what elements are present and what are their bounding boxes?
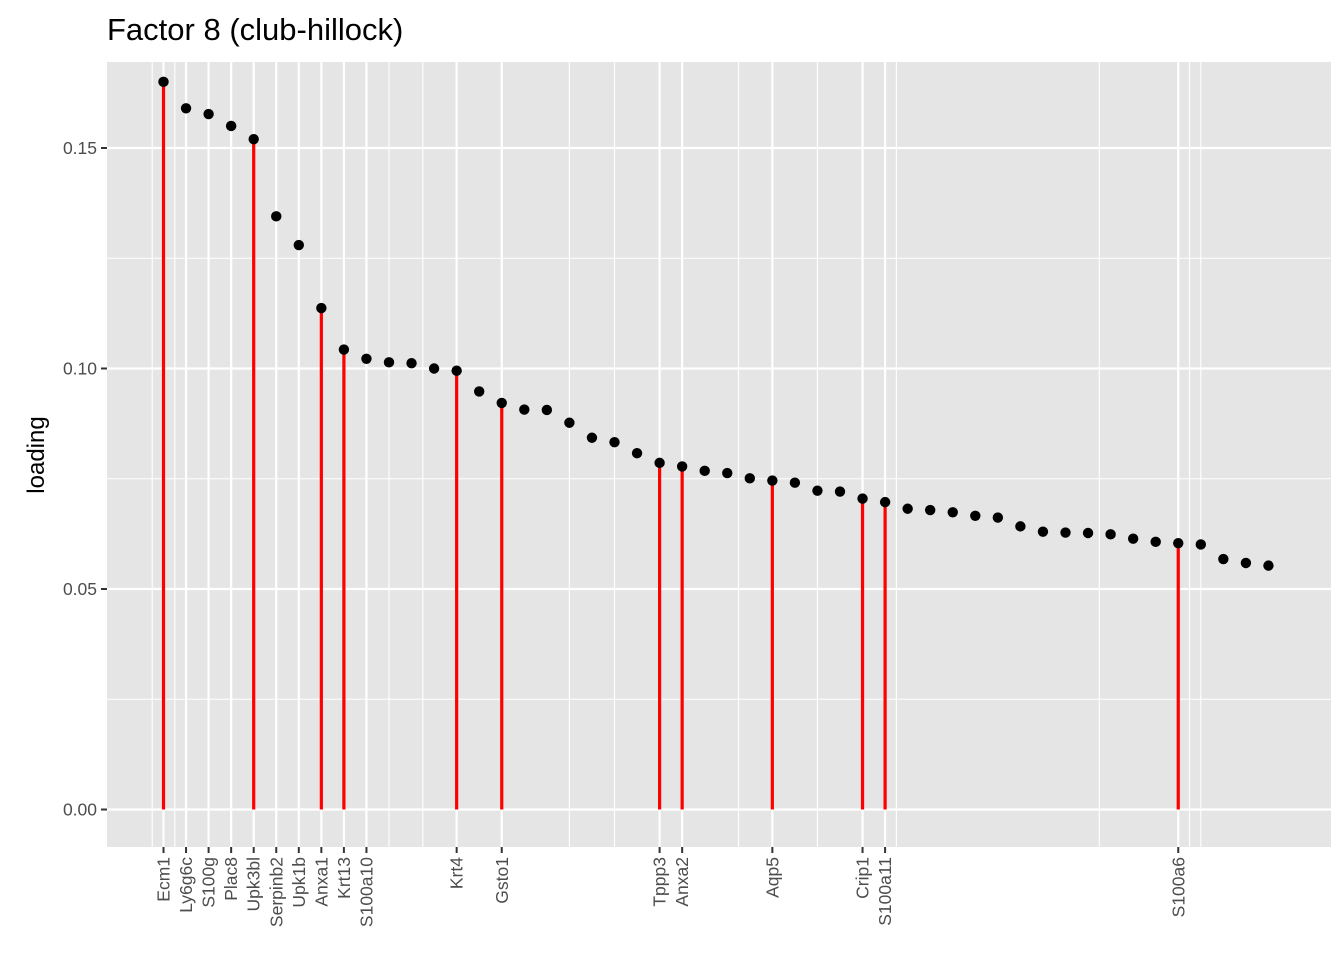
point-47 <box>1195 539 1207 550</box>
y-tick-label-3: 0.15 <box>63 138 97 158</box>
point-32 <box>857 493 868 504</box>
point-20 <box>586 432 598 443</box>
point-38 <box>992 512 1004 523</box>
point-3 <box>203 108 214 120</box>
plot-panel <box>107 62 1331 847</box>
point-36 <box>947 507 958 518</box>
point-2 <box>180 103 192 114</box>
point-15 <box>474 386 485 397</box>
point-5 <box>248 133 259 145</box>
x-tick-label-13: Anxa2 <box>672 857 692 907</box>
point-37 <box>970 510 981 522</box>
point-30 <box>812 485 823 496</box>
point-41 <box>1060 527 1071 538</box>
point-34 <box>902 503 913 514</box>
point-35 <box>925 504 936 516</box>
point-13 <box>428 363 440 374</box>
point-40 <box>1037 526 1049 537</box>
point-43 <box>1105 529 1116 540</box>
point-17 <box>519 404 530 415</box>
point-12 <box>406 358 417 369</box>
chart-title: Factor 8 (club-hillock) <box>107 12 403 47</box>
x-tick-label-4: Upk3bl <box>244 857 264 911</box>
x-tick-label-16: S100a11 <box>875 857 895 926</box>
y-tick-label-2: 0.10 <box>63 359 97 379</box>
point-10 <box>361 353 372 365</box>
x-tick-label-5: Serpinb2 <box>266 857 286 927</box>
y-axis-title: loading <box>23 416 50 493</box>
data-points <box>158 76 1274 571</box>
point-21 <box>609 436 620 448</box>
point-22 <box>631 447 643 459</box>
point-7 <box>293 239 304 251</box>
x-tick-label-7: Anxa1 <box>311 857 331 907</box>
x-axis: Ecm1 Ly6g6c S100g Plac8 Upk3bl Serpinb2 Upk1b A… <box>154 847 1188 927</box>
point-1 <box>158 76 169 88</box>
point-49 <box>1240 557 1252 569</box>
x-tick-label-14: Aqp5 <box>762 857 782 898</box>
point-19 <box>564 417 575 428</box>
point-16 <box>496 397 507 409</box>
x-tick-label-10: Krt4 <box>447 857 467 889</box>
point-29 <box>789 477 801 488</box>
y-axis: 0.00 0.05 0.10 0.15 <box>63 138 107 820</box>
x-tick-label-2: S100g <box>199 857 219 908</box>
point-44 <box>1127 533 1139 544</box>
point-6 <box>271 211 282 222</box>
point-18 <box>541 404 553 416</box>
point-4 <box>225 120 237 132</box>
point-27 <box>744 473 755 484</box>
x-tick-label-15: Crip1 <box>853 857 873 899</box>
point-25 <box>699 465 710 477</box>
point-39 <box>1015 521 1026 532</box>
x-tick-label-12: Tppp3 <box>650 857 670 907</box>
point-50 <box>1263 560 1274 571</box>
x-tick-label-1: Ly6g6c <box>176 857 196 913</box>
point-33 <box>879 496 891 508</box>
x-tick-label-17: S100a6 <box>1168 857 1188 917</box>
x-tick-label-11: Gsto1 <box>492 857 512 904</box>
point-24 <box>676 461 688 472</box>
point-26 <box>722 467 733 479</box>
point-46 <box>1173 537 1184 549</box>
highlight-segments <box>161 81 1180 810</box>
x-tick-label-3: Plac8 <box>221 857 241 901</box>
y-tick-label-1: 0.05 <box>63 579 97 599</box>
x-tick-label-6: Upk1b <box>289 857 309 908</box>
point-45 <box>1150 536 1161 548</box>
y-tick-label-0: 0.00 <box>63 800 97 820</box>
point-31 <box>834 486 846 497</box>
x-tick-label-8: Krt13 <box>334 857 354 899</box>
point-9 <box>338 344 350 355</box>
point-11 <box>383 357 395 368</box>
x-tick-label-9: S100a10 <box>356 857 376 927</box>
point-23 <box>654 457 665 469</box>
point-8 <box>316 302 327 314</box>
point-14 <box>451 365 462 376</box>
x-tick-label-0: Ecm1 <box>154 857 174 902</box>
point-28 <box>767 475 778 486</box>
point-42 <box>1082 527 1094 539</box>
point-48 <box>1218 553 1229 565</box>
